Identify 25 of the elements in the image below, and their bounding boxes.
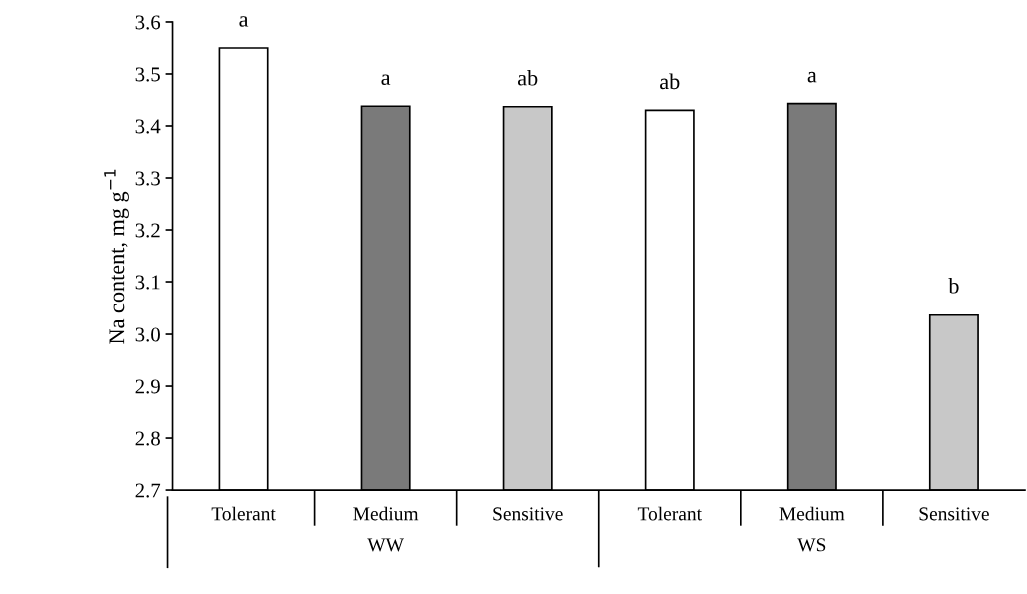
y-tick-label: 3.6 xyxy=(135,15,161,30)
text: WW xyxy=(367,538,404,552)
annotation: b xyxy=(948,277,959,294)
y-tick-label: 3.3 xyxy=(135,171,160,186)
y-tick-label: 3.2 xyxy=(135,223,160,238)
annotation: a xyxy=(807,71,817,83)
y-tick-label: 3.1 xyxy=(135,275,160,290)
y-tick-label: 3.4 xyxy=(135,119,161,134)
y-tick-label: 3.5 xyxy=(135,67,160,82)
x-tick-label: Sensitive xyxy=(919,507,989,521)
annotation: ab xyxy=(518,69,538,86)
x-tick-label: Medium xyxy=(353,506,419,521)
annotation: a xyxy=(381,74,391,86)
y-tick-label: 3.0 xyxy=(135,327,160,342)
x-tick-label: Sensitive xyxy=(493,507,563,521)
x-tick-label: Tolerant xyxy=(637,506,702,521)
x-tick-label: Tolerant xyxy=(211,506,276,521)
y-tick-label: 2.8 xyxy=(135,431,160,446)
y-axis-title: Na content, mg g$^{−1}$ xyxy=(104,169,129,344)
x-tick-label: Medium xyxy=(779,506,845,521)
annotation: ab xyxy=(660,73,680,90)
y-tick-label: 2.9 xyxy=(135,379,160,394)
y-tick-label: 2.7 xyxy=(135,483,161,498)
annotation: a xyxy=(239,16,249,27)
text: WS xyxy=(797,538,826,552)
